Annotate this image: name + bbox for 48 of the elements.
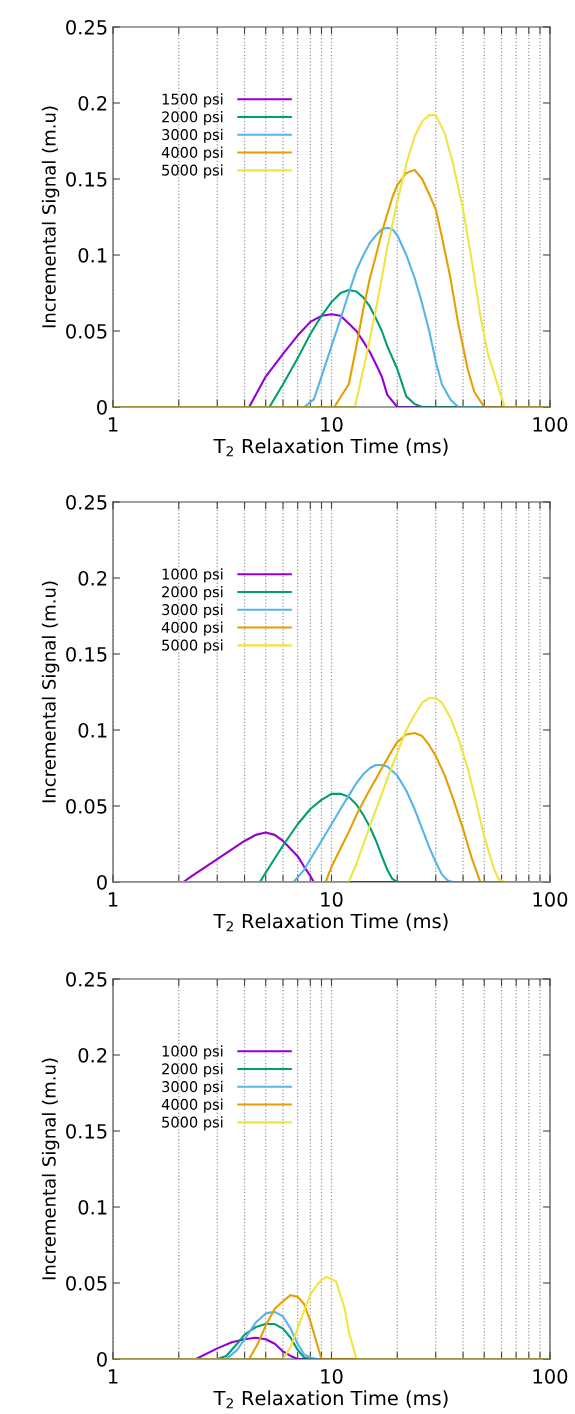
y-tick-label: 0.2 [78,95,107,111]
y-tick-label: 0.05 [66,1275,107,1291]
y-tick-label: 0.2 [78,570,107,586]
legend-label: 3000 psi [162,603,223,618]
legend-label: 1000 psi [162,568,223,583]
legend-label: 2000 psi [162,1063,223,1078]
x-tick-label: 1 [108,892,118,907]
y-tick-label: 0 [97,1351,107,1367]
legend-label: 3000 psi [162,1080,223,1095]
y-axis-title: Incremental Signal (m.u) [41,1058,60,1280]
y-tick-label: 0.25 [66,494,107,510]
x-tick-label: 1 [108,1369,118,1384]
legend-label: 2000 psi [162,111,223,126]
legend-label: 5000 psi [162,1116,223,1131]
y-tick-label: 0.15 [66,171,107,187]
legend-label: 5000 psi [162,164,223,179]
legend-label: 1500 psi [162,93,223,108]
y-tick-label: 0.05 [66,798,107,814]
y-tick-label: 0.2 [78,1047,107,1063]
legend-label: 1000 psi [162,1045,223,1060]
x-tick-label: 100 [533,1369,568,1384]
x-tick-label: 10 [321,1369,343,1384]
y-tick-label: 0 [97,399,107,415]
x-tick-label: 1 [108,417,118,432]
y-tick-label: 0.05 [66,323,107,339]
x-tick-label: 10 [321,892,343,907]
x-tick-label: 10 [321,417,343,432]
x-axis-title: T$_{2}$ Relaxation Time (ms) [213,1390,448,1409]
legend-label: 4000 psi [161,1098,223,1113]
y-tick-label: 0.15 [66,646,107,662]
y-tick-label: 0.1 [78,722,107,738]
x-axis-title: T$_{2}$ Relaxation Time (ms) [213,438,448,457]
y-axis-title: Incremental Signal (m.u) [41,106,60,328]
legend-label: 5000 psi [162,639,223,654]
y-tick-label: 0.25 [66,19,107,35]
legend-label: 2000 psi [162,586,223,601]
y-tick-label: 0.1 [78,247,107,263]
y-tick-label: 0 [97,874,107,890]
x-tick-label: 100 [533,892,568,907]
legend-label: 4000 psi [161,146,223,161]
legend-label: 4000 psi [161,621,223,636]
x-tick-label: 100 [533,417,568,432]
y-axis-title: Incremental Signal (m.u) [41,581,60,803]
y-tick-label: 0.25 [66,971,107,987]
y-tick-label: 0.1 [78,1199,107,1215]
y-tick-label: 0.15 [66,1123,107,1139]
x-axis-title: T$_{2}$ Relaxation Time (ms) [213,913,448,932]
legend-label: 3000 psi [162,128,223,143]
